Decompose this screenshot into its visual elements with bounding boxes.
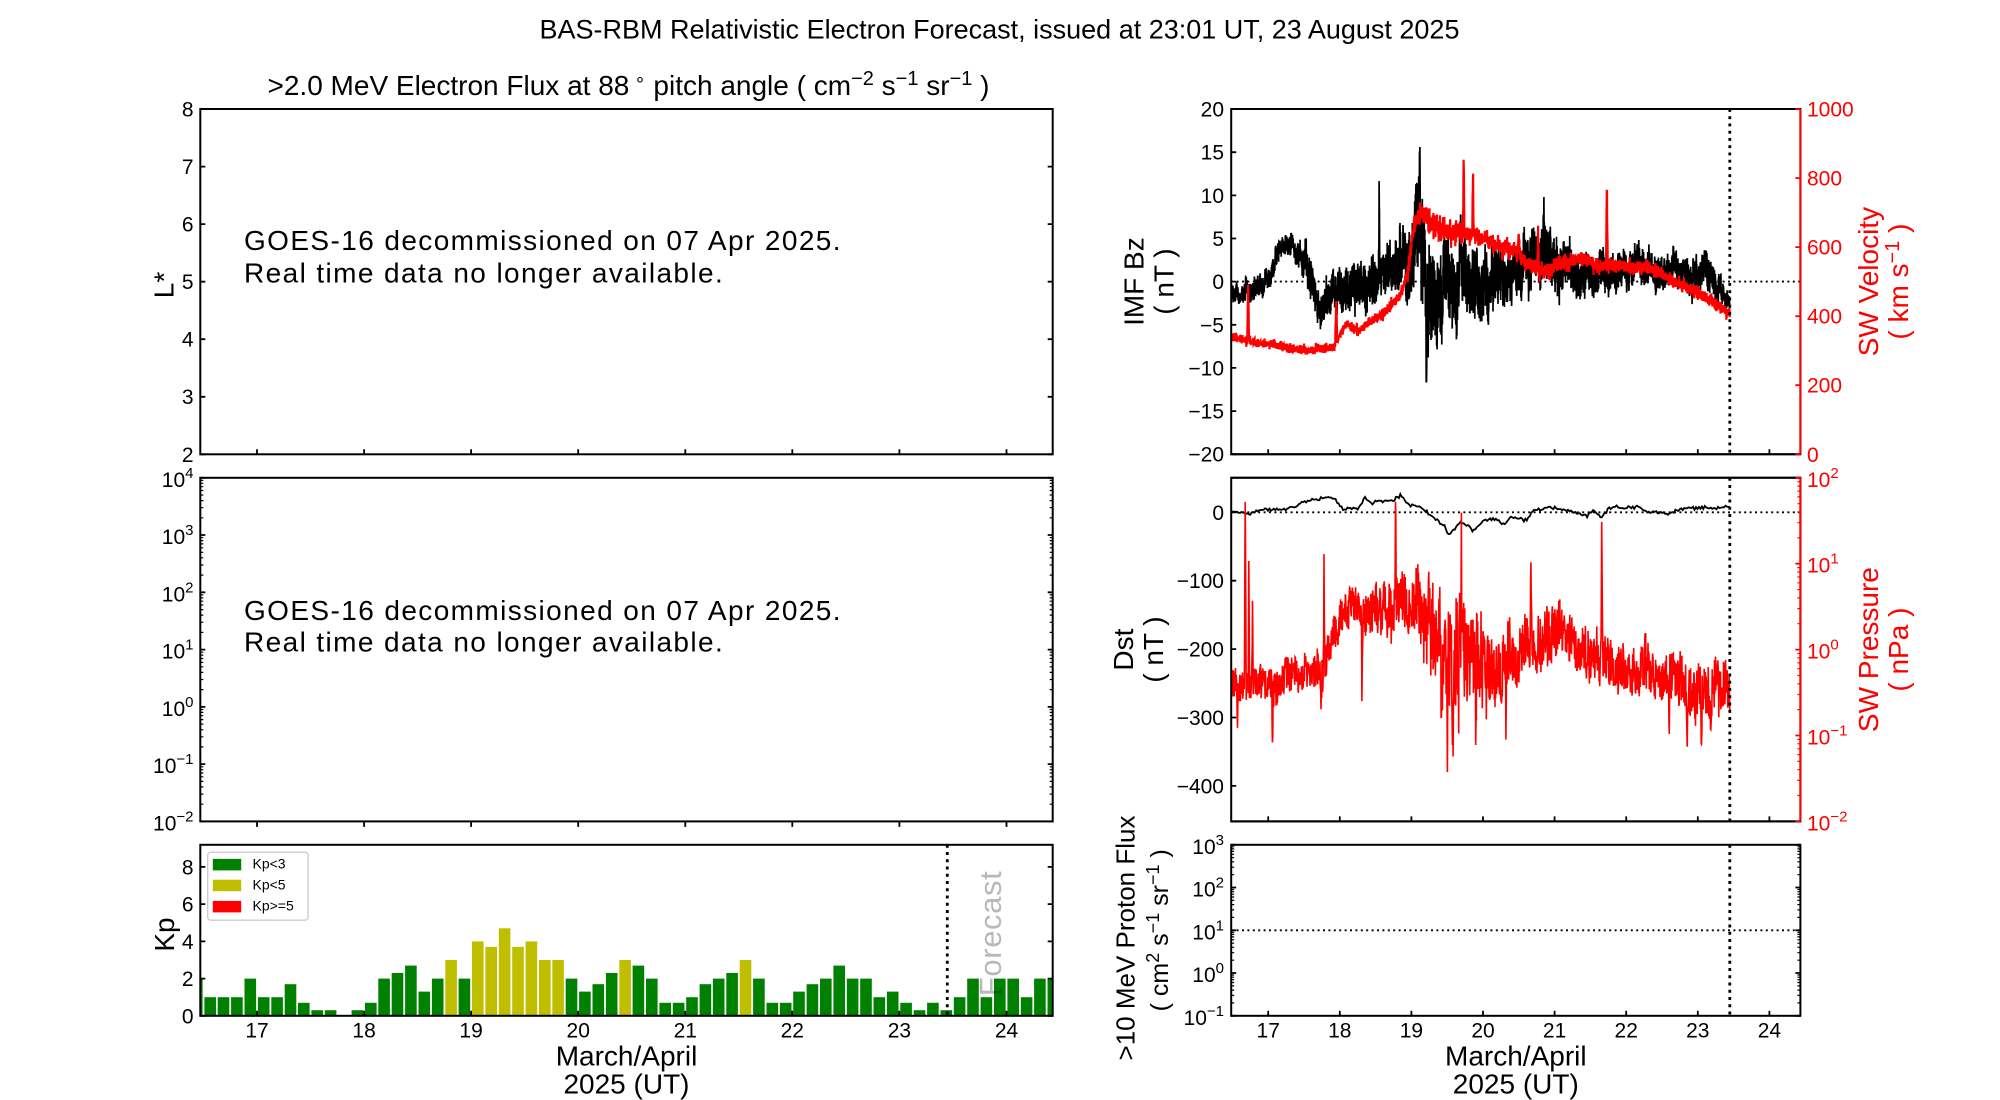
svg-text:200: 200	[1807, 375, 1842, 398]
svg-text:−20: −20	[1188, 444, 1224, 467]
svg-text:−10: −10	[1188, 357, 1224, 380]
svg-text:( nPa ): ( nPa )	[1883, 608, 1914, 692]
svg-text:22: 22	[1615, 1020, 1638, 1043]
svg-text:20: 20	[567, 1020, 590, 1043]
svg-text:SW Pressure: SW Pressure	[1853, 567, 1884, 732]
svg-text:−200: −200	[1177, 639, 1224, 662]
svg-text:0: 0	[1212, 271, 1224, 294]
svg-text:Real time data no longer avail: Real time data no longer available.	[244, 258, 724, 289]
svg-text:18: 18	[1328, 1020, 1351, 1043]
svg-text:0: 0	[1212, 502, 1224, 525]
svg-text:4: 4	[182, 329, 194, 352]
svg-text:Real time data no longer avail: Real time data no longer available.	[244, 627, 724, 658]
svg-text:( nT ): ( nT )	[1149, 248, 1180, 314]
svg-text:24: 24	[995, 1020, 1019, 1043]
svg-text:21: 21	[674, 1020, 697, 1043]
svg-text:GOES-16 decommissioned on 07 A: GOES-16 decommissioned on 07 Apr 2025.	[244, 225, 842, 256]
svg-text:10−1: 10−1	[1807, 723, 1847, 750]
svg-text:18: 18	[352, 1020, 375, 1043]
svg-text:Forecast: Forecast	[973, 871, 1008, 996]
svg-text:400: 400	[1807, 306, 1842, 329]
svg-text:20: 20	[1471, 1020, 1494, 1043]
svg-text:20: 20	[1201, 99, 1224, 122]
svg-text:BAS-RBM Relativistic Electron: BAS-RBM Relativistic Electron Forecast, …	[540, 14, 1460, 44]
svg-text:8: 8	[182, 856, 194, 879]
svg-text:−100: −100	[1177, 570, 1224, 593]
svg-text:1000: 1000	[1807, 99, 1854, 122]
svg-text:19: 19	[459, 1020, 482, 1043]
svg-text:7: 7	[182, 156, 194, 179]
svg-text:( km s−1 ): ( km s−1 )	[1882, 224, 1914, 340]
svg-text:Dst: Dst	[1108, 628, 1139, 670]
svg-text:5: 5	[182, 271, 194, 294]
svg-text:600: 600	[1807, 237, 1842, 260]
svg-text:15: 15	[1201, 142, 1224, 165]
svg-text:4: 4	[182, 931, 194, 954]
svg-text:March/April: March/April	[556, 1041, 698, 1072]
svg-text:>2.0 MeV Electron Flux at 88 ∘: >2.0 MeV Electron Flux at 88 ∘ pitch ang…	[268, 68, 990, 101]
svg-text:−15: −15	[1188, 401, 1224, 424]
svg-text:23: 23	[1686, 1020, 1709, 1043]
svg-text:800: 800	[1807, 168, 1842, 191]
svg-text:( nT ): ( nT )	[1138, 616, 1169, 682]
svg-text:IMF Bz: IMF Bz	[1119, 237, 1150, 326]
svg-text:6: 6	[182, 894, 194, 917]
svg-text:2: 2	[182, 444, 194, 467]
svg-text:Kp<5: Kp<5	[253, 877, 286, 893]
svg-text:0: 0	[182, 1005, 194, 1028]
svg-text:Kp: Kp	[149, 917, 180, 951]
svg-text:3: 3	[182, 386, 194, 409]
svg-text:−300: −300	[1177, 707, 1224, 730]
svg-text:10: 10	[1201, 185, 1224, 208]
svg-text:March/April: March/April	[1445, 1041, 1587, 1072]
svg-text:19: 19	[1400, 1020, 1423, 1043]
svg-text:−400: −400	[1177, 775, 1224, 798]
svg-text:5: 5	[1212, 228, 1224, 251]
svg-text:GOES-16 decommissioned on 07 A: GOES-16 decommissioned on 07 Apr 2025.	[244, 595, 842, 626]
svg-text:SW Velocity: SW Velocity	[1853, 207, 1884, 356]
svg-text:Kp<3: Kp<3	[253, 856, 286, 872]
svg-text:2025 (UT): 2025 (UT)	[563, 1069, 689, 1100]
svg-text:6: 6	[182, 214, 194, 237]
svg-text:2: 2	[182, 968, 194, 991]
svg-text:L*: L*	[149, 272, 180, 299]
svg-text:21: 21	[1543, 1020, 1566, 1043]
svg-text:8: 8	[182, 99, 194, 122]
svg-text:22: 22	[781, 1020, 804, 1043]
svg-text:0: 0	[1807, 444, 1819, 467]
svg-text:23: 23	[888, 1020, 911, 1043]
svg-text:2025 (UT): 2025 (UT)	[1453, 1069, 1579, 1100]
svg-text:>10 MeV Proton Flux: >10 MeV Proton Flux	[1111, 816, 1141, 1061]
svg-text:24: 24	[1758, 1020, 1782, 1043]
svg-text:17: 17	[245, 1020, 268, 1043]
svg-text:17: 17	[1257, 1020, 1280, 1043]
svg-text:Kp>=5: Kp>=5	[253, 898, 294, 914]
svg-text:−5: −5	[1200, 314, 1224, 337]
